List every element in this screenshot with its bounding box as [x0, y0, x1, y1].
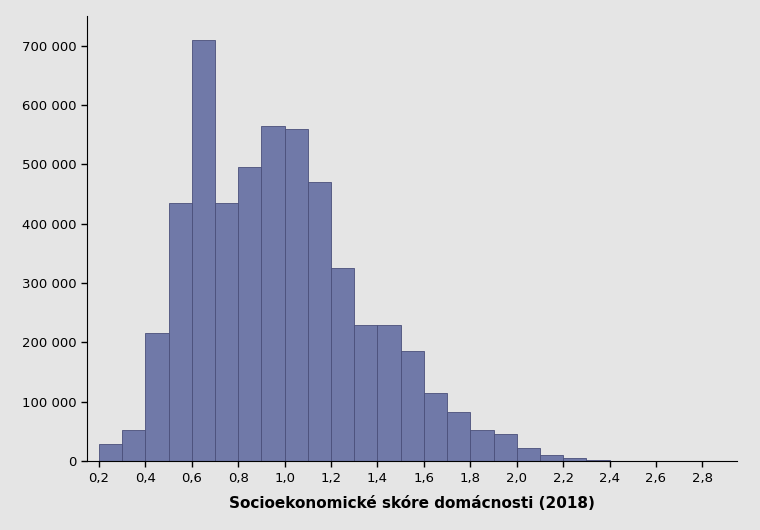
Bar [587, 460, 610, 461]
Bar [192, 40, 215, 461]
Bar [401, 351, 424, 461]
Bar [261, 126, 285, 461]
Bar [563, 458, 587, 461]
Bar [331, 268, 354, 461]
Bar [238, 167, 261, 461]
Bar [285, 129, 308, 461]
Bar [308, 182, 331, 461]
X-axis label: Socioekonomické skóre domácnosti (2018): Socioekonomické skóre domácnosti (2018) [230, 496, 595, 510]
Bar [169, 203, 192, 461]
Bar [145, 333, 169, 461]
Bar [470, 430, 493, 461]
Bar [424, 393, 447, 461]
Bar [540, 455, 563, 461]
Bar [122, 430, 145, 461]
Bar [354, 324, 378, 461]
Bar [517, 448, 540, 461]
Bar [447, 412, 470, 461]
Bar [99, 445, 122, 461]
Bar [215, 203, 238, 461]
Bar [378, 324, 401, 461]
Bar [493, 435, 517, 461]
